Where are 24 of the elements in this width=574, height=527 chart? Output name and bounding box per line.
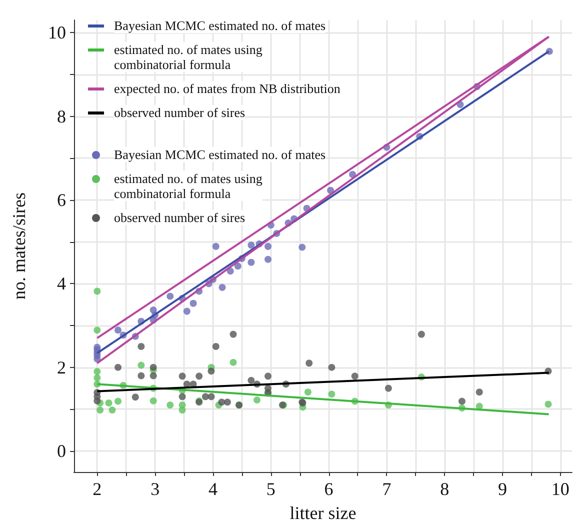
legend-label: expected no. of mates from NB distribution [114, 81, 341, 96]
legend-label: Bayesian MCMC estimated no. of mates [114, 147, 326, 162]
x-axis-title: litter size [290, 503, 356, 523]
legend-label: estimated no. of mates using combinatorial formula [114, 171, 263, 201]
legend-label: Bayesian MCMC estimated no. of mates [114, 18, 326, 33]
y-tick-label: 4 [57, 274, 66, 294]
x-tick-label: 4 [208, 479, 218, 499]
y-tick-label: 6 [57, 190, 66, 210]
x-tick-label: 10 [551, 479, 570, 499]
x-tick-label: 8 [440, 479, 450, 499]
legend-label: estimated no. of mates using combinatorial formula [114, 42, 263, 72]
x-tick-label: 3 [150, 479, 160, 499]
y-tick-label: 0 [57, 441, 66, 462]
x-tick-label: 9 [498, 479, 508, 499]
x-tick-label: 2 [92, 479, 102, 499]
x-tick-label: 7 [382, 479, 392, 499]
x-tick-label: 5 [266, 479, 276, 499]
legend-label: observed number of sires [114, 105, 246, 120]
y-tick-label: 10 [48, 22, 66, 43]
legend-label: observed number of sires [114, 210, 246, 225]
x-tick-label: 6 [324, 479, 334, 499]
y-tick-label: 2 [57, 357, 66, 378]
y-axis-title: no. mates/sires [9, 192, 29, 300]
y-tick-label: 8 [57, 106, 66, 126]
